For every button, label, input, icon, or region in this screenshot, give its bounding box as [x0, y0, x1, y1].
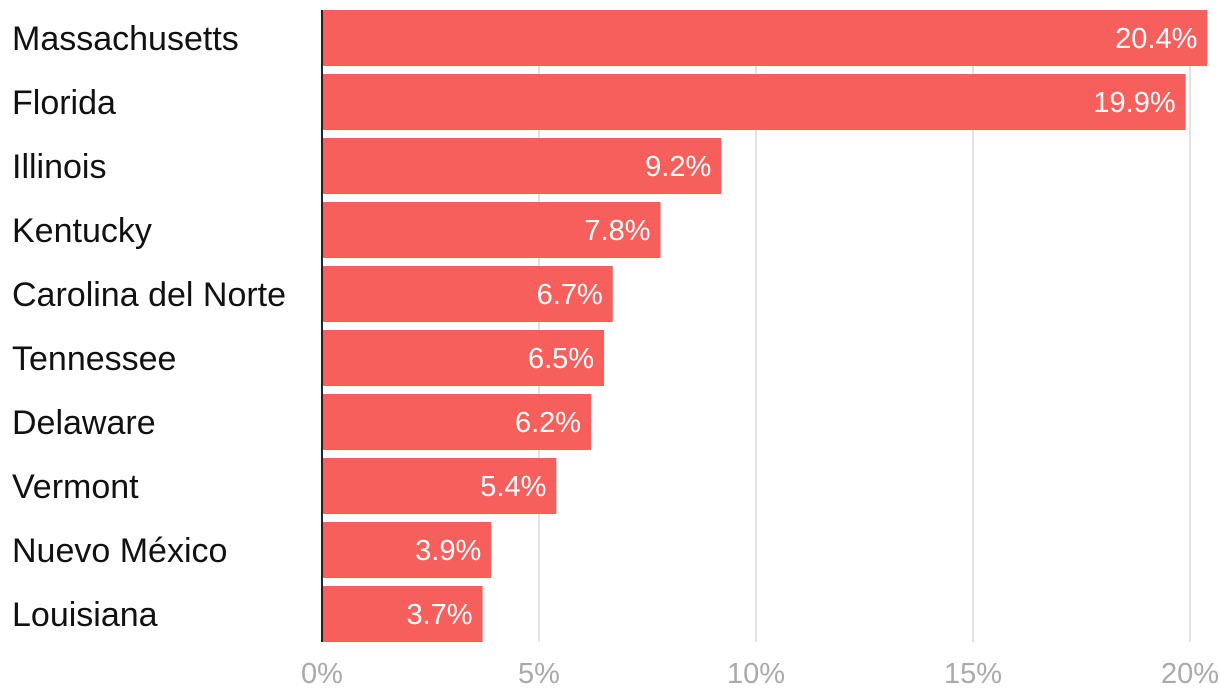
x-tick-label-20: 20% [1161, 658, 1219, 690]
category-label-vermont: Vermont [12, 468, 139, 506]
value-label-florida: 19.9% [1093, 87, 1175, 119]
value-label-kentucky: 7.8% [584, 215, 650, 247]
value-label-carolina-del-norte: 6.7% [537, 279, 603, 311]
bar-tennessee [322, 330, 605, 386]
bar-louisiana [322, 586, 483, 642]
value-label-vermont: 5.4% [480, 471, 546, 503]
value-labels: 20.4% 19.9% 9.2% 7.8% 6.7% 6.5% 6.2% 5.4% 3.9% 3.… [406, 23, 1197, 631]
x-tick-label-10: 10% [727, 658, 785, 690]
bars [322, 10, 1208, 642]
category-label-carolina-del-norte: Carolina del Norte [12, 276, 286, 314]
value-label-illinois: 9.2% [645, 151, 711, 183]
x-axis-ticks: 0% 5% 10% 15% 20% [301, 658, 1219, 690]
bar-delaware [322, 394, 592, 450]
category-label-illinois: Illinois [12, 148, 106, 186]
value-label-massachusetts: 20.4% [1115, 23, 1197, 55]
category-label-delaware: Delaware [12, 404, 156, 442]
x-tick-label-15: 15% [944, 658, 1002, 690]
bar-vermont [322, 458, 557, 514]
bar-massachusetts [322, 10, 1208, 66]
category-label-massachusetts: Massachusetts [12, 20, 239, 58]
category-labels: Massachusetts Florida Illinois Kentucky Caro… [12, 20, 286, 634]
x-tick-label-0: 0% [301, 658, 343, 690]
bar-nuevo-m-xico [322, 522, 492, 578]
value-label-tennessee: 6.5% [528, 343, 594, 375]
bar-carolina-del-norte [322, 266, 613, 322]
category-label-tennessee: Tennessee [12, 340, 176, 378]
x-tick-label-5: 5% [518, 658, 560, 690]
category-label-florida: Florida [12, 84, 116, 122]
category-label-nuevo-m-xico: Nuevo México [12, 532, 227, 570]
value-label-louisiana: 3.7% [406, 599, 472, 631]
value-label-nuevo-m-xico: 3.9% [415, 535, 481, 567]
bar-florida [322, 74, 1186, 130]
bar-illinois [322, 138, 722, 194]
category-label-kentucky: Kentucky [12, 212, 152, 250]
bar-kentucky [322, 202, 661, 258]
value-label-delaware: 6.2% [515, 407, 581, 439]
category-label-louisiana: Louisiana [12, 596, 158, 634]
